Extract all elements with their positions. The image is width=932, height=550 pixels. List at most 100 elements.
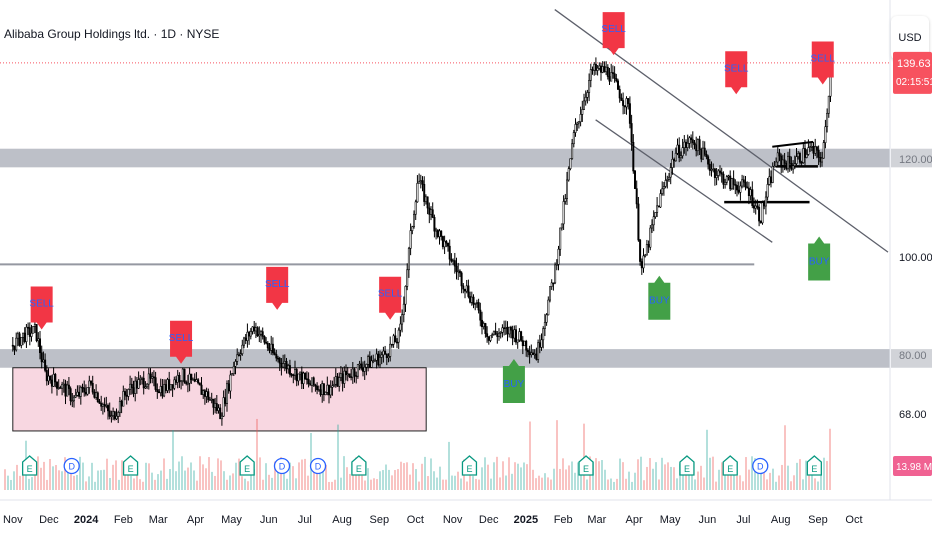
buy-signal-marker[interactable] [502,359,525,403]
candle-body [771,166,774,183]
candle-body [668,176,671,180]
dividend-label: D [757,462,764,472]
volume-bar [670,466,672,490]
candle-body [249,331,252,337]
price-tick-label: 68.00 [899,409,927,421]
earnings-icon[interactable] [239,455,255,476]
earnings-label: E [811,464,817,474]
earnings-icon[interactable] [578,455,594,476]
candle-body [295,369,298,382]
candle-body [540,339,543,348]
sell-signal-marker[interactable] [30,286,53,330]
volume-bar [175,471,177,490]
candle-body [360,363,363,369]
volume-bar [196,480,198,490]
candle-body [333,383,336,387]
candle-body [90,380,93,384]
earnings-icon[interactable] [122,455,139,476]
candle-body [367,356,370,365]
sell-signal-marker[interactable] [602,12,625,56]
dividend-icon[interactable] [752,457,769,475]
candle-body [695,144,698,152]
flag-line [772,140,814,148]
candle-body [394,335,397,343]
earnings-icon[interactable] [461,455,478,476]
volume-bar [625,478,627,490]
volume-bar [253,469,255,490]
candle-body [659,193,662,208]
sell-signal-marker[interactable] [170,320,193,364]
volume-bar [484,457,486,490]
earnings-icon[interactable] [806,455,822,476]
volume-bar [130,476,132,490]
volume-bar [313,466,315,490]
candle-body [666,179,669,181]
volume-bar [259,457,261,490]
candle-body [317,389,320,392]
candle-body [776,152,779,163]
candle-body [766,184,769,198]
earnings-icon[interactable] [351,455,367,476]
candle-body [564,198,567,202]
sell-signal-marker[interactable] [379,276,402,320]
dividend-icon[interactable] [309,457,327,475]
volume-bar [703,477,705,490]
volume-bar [211,471,213,490]
volume-bar [202,464,204,490]
candle-body [484,323,487,334]
time-axis-label: 2024 [74,514,99,526]
candle-body [353,368,356,376]
volume-bar [328,481,330,490]
volume-bar [493,462,495,490]
candle-body [829,69,832,97]
earnings-label: E [684,464,690,474]
candle-body [158,391,161,394]
dividend-icon[interactable] [63,457,80,475]
sell-signal-marker[interactable] [811,41,834,85]
time-axis-label: Jun [260,514,278,526]
volume-bar [790,481,792,490]
candle-body [156,389,159,393]
candle-body [202,390,205,395]
candle-body [336,376,339,387]
candle-body [555,264,558,266]
candle-body [142,377,145,389]
volume-bar [556,420,558,490]
currency-button[interactable]: USD [891,16,929,60]
sell-signal-marker[interactable] [266,266,289,310]
candle-body [266,342,269,349]
candle-body [652,216,655,226]
candle-body [535,353,538,360]
volume-bar [733,467,735,490]
dividend-icon[interactable] [273,457,291,475]
earnings-icon[interactable] [21,455,38,476]
candle-body [416,183,419,203]
earnings-label: E [128,464,134,474]
candle-body [421,180,424,185]
candle-body [52,374,55,387]
volume-bar [223,471,225,490]
candle-body [822,142,825,159]
sell-signal-marker[interactable] [725,51,748,95]
buy-signal-marker[interactable] [648,275,671,320]
candle-body [538,342,541,348]
earnings-label: E [727,464,733,474]
earnings-icon[interactable] [679,455,695,476]
candle-body [543,322,546,329]
volume-bar [22,467,24,490]
volume-bar [628,471,630,490]
candle-body [328,384,331,396]
candle-body [618,89,621,99]
volume-bar [499,477,501,490]
volume-bar [466,481,468,490]
earnings-icon[interactable] [722,455,738,476]
volume-bar [274,461,276,490]
volume-bar [100,470,102,490]
candle-body [329,386,332,396]
buy-signal-marker[interactable] [808,236,831,281]
volume-bar [49,459,51,490]
volume-bar [760,464,762,490]
candle-body [64,383,67,397]
